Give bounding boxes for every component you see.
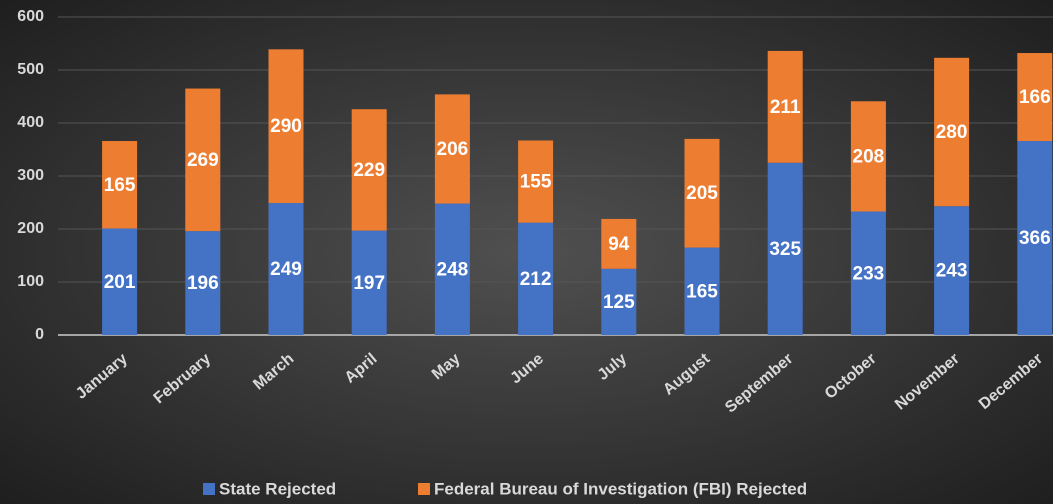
- bar-segment: [268, 49, 304, 204]
- bar-segment: [1017, 53, 1053, 142]
- value-label: 206: [437, 139, 469, 160]
- bar-segment: [351, 109, 387, 231]
- value-label: 290: [270, 116, 302, 137]
- bar-segment: [601, 268, 637, 335]
- value-label: 233: [853, 263, 885, 284]
- bar-segment: [102, 228, 138, 335]
- value-label: 243: [936, 261, 968, 282]
- y-tick-label: 0: [35, 326, 44, 343]
- value-label: 211: [770, 97, 801, 118]
- bar-segment: [684, 138, 720, 248]
- value-label: 165: [104, 175, 136, 196]
- bar-segment: [102, 141, 138, 229]
- legend-label: State Rejected: [219, 479, 336, 498]
- legend-swatch: [203, 483, 215, 495]
- value-label: 201: [104, 272, 136, 293]
- value-label: 280: [936, 122, 968, 143]
- value-label: 205: [686, 183, 718, 204]
- bar-segment: [850, 211, 886, 335]
- value-label: 166: [1019, 87, 1051, 108]
- value-label: 325: [769, 239, 801, 260]
- value-label: 366: [1019, 228, 1051, 249]
- bar-segment: [684, 247, 720, 335]
- bar-segment: [268, 203, 304, 335]
- value-label: 249: [270, 259, 302, 280]
- bar-segment: [850, 101, 886, 212]
- value-label: 165: [686, 281, 718, 302]
- y-tick-label: 100: [17, 273, 44, 290]
- bar-segment: [185, 88, 221, 232]
- value-label: 269: [187, 150, 219, 171]
- value-label: 212: [520, 269, 552, 290]
- bar-segment: [934, 206, 970, 335]
- value-label: 229: [353, 160, 385, 181]
- value-label: 248: [437, 259, 469, 280]
- value-label: 197: [353, 273, 385, 294]
- bar-segment: [601, 218, 637, 269]
- y-tick-label: 600: [17, 8, 44, 25]
- bar-segment: [434, 203, 470, 335]
- bar-segment: [351, 230, 387, 335]
- bar-segment: [934, 57, 970, 207]
- bar-segment: [518, 140, 554, 223]
- bar-segment: [767, 50, 803, 163]
- value-label: 94: [608, 234, 630, 255]
- value-label: 125: [603, 292, 635, 313]
- bar-segment: [185, 231, 221, 335]
- bar-segment: [518, 222, 554, 335]
- value-label: 155: [520, 172, 552, 193]
- bar-segment: [767, 162, 803, 335]
- value-label: 208: [853, 146, 885, 167]
- y-tick-label: 300: [17, 167, 44, 184]
- y-tick-label: 500: [17, 61, 44, 78]
- bar-segment: [434, 94, 470, 204]
- y-tick-label: 400: [17, 114, 44, 131]
- legend-swatch: [418, 483, 430, 495]
- bar-segment: [1017, 141, 1053, 335]
- legend-label: Federal Bureau of Investigation (FBI) Re…: [434, 479, 807, 498]
- value-label: 196: [187, 273, 219, 294]
- y-tick-label: 200: [17, 220, 44, 237]
